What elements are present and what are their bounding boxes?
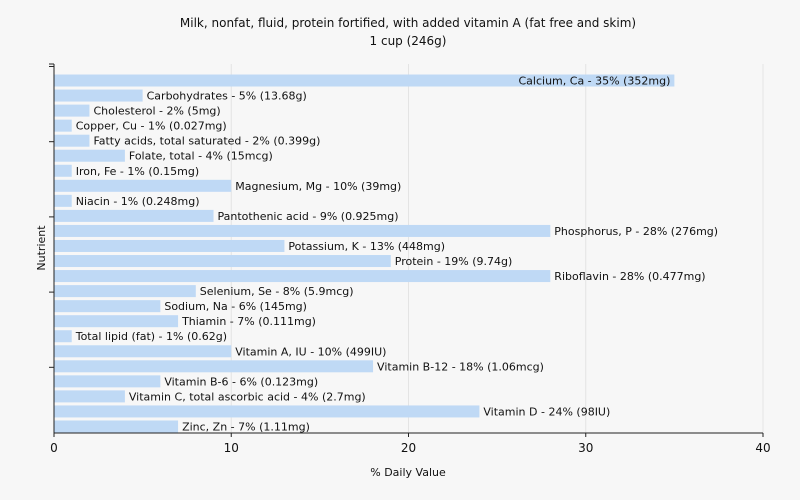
bar bbox=[54, 330, 72, 343]
bars: Calcium, Ca - 35% (352mg) Carbohydrates -… bbox=[54, 74, 718, 433]
bar-label: Selenium, Se - 8% (5.9mcg) bbox=[200, 285, 354, 298]
bar-label: Vitamin C, total ascorbic acid - 4% (2.7… bbox=[129, 390, 366, 403]
bar-label: Vitamin B-6 - 6% (0.123mg) bbox=[164, 375, 318, 388]
chart-subtitle: 1 cup (246g) bbox=[370, 34, 447, 48]
bar-label: Copper, Cu - 1% (0.027mg) bbox=[76, 120, 227, 133]
x-tick-label: 0 bbox=[50, 441, 58, 455]
bar-label: Cholesterol - 2% (5mg) bbox=[93, 105, 220, 118]
bar bbox=[54, 119, 72, 132]
bar bbox=[54, 390, 125, 403]
y-axis-title: Nutrient bbox=[35, 225, 48, 271]
bar bbox=[54, 224, 551, 237]
bar-label: Pantothenic acid - 9% (0.925mg) bbox=[218, 210, 399, 223]
bar-label: Vitamin D - 24% (98IU) bbox=[483, 405, 610, 418]
bar-label: Total lipid (fat) - 1% (0.62g) bbox=[75, 330, 227, 343]
x-tick-label: 20 bbox=[401, 441, 416, 455]
bar bbox=[54, 239, 285, 252]
bar-label: Folate, total - 4% (15mcg) bbox=[129, 150, 273, 163]
bar-label: Sodium, Na - 6% (145mg) bbox=[164, 300, 307, 313]
bar bbox=[54, 104, 90, 117]
x-tick-label: 10 bbox=[224, 441, 239, 455]
chart-title: Milk, nonfat, fluid, protein fortified, … bbox=[180, 16, 636, 30]
bar bbox=[54, 315, 179, 328]
bar-label: Zinc, Zn - 7% (1.11mg) bbox=[182, 420, 310, 433]
bar-label: Vitamin A, IU - 10% (499IU) bbox=[235, 345, 386, 358]
bar bbox=[54, 74, 675, 87]
bar bbox=[54, 149, 125, 162]
bar bbox=[54, 164, 72, 177]
bar bbox=[54, 300, 161, 313]
bar-label: Potassium, K - 13% (448mg) bbox=[288, 240, 445, 253]
bar-label: Calcium, Ca - 35% (352mg) bbox=[519, 75, 671, 88]
bar bbox=[54, 194, 72, 207]
bar bbox=[54, 179, 232, 192]
bar-label: Iron, Fe - 1% (0.15mg) bbox=[76, 165, 199, 178]
bar-label: Riboflavin - 28% (0.477mg) bbox=[554, 270, 705, 283]
axes: 0 10 20 30 40 bbox=[49, 63, 771, 455]
bar-label: Vitamin B-12 - 18% (1.06mcg) bbox=[377, 360, 544, 373]
bar bbox=[54, 270, 551, 283]
bar bbox=[54, 285, 196, 298]
bar bbox=[54, 255, 391, 268]
bar bbox=[54, 420, 179, 433]
bar-label: Magnesium, Mg - 10% (39mg) bbox=[235, 180, 401, 193]
bar bbox=[54, 89, 143, 102]
bar bbox=[54, 134, 90, 147]
x-tick-label: 30 bbox=[578, 441, 593, 455]
bar bbox=[54, 345, 232, 358]
bar-label: Niacin - 1% (0.248mg) bbox=[76, 195, 200, 208]
bar bbox=[54, 375, 161, 388]
x-axis-title: % Daily Value bbox=[370, 466, 446, 479]
bar-label: Fatty acids, total saturated - 2% (0.399… bbox=[93, 135, 320, 148]
bar-label: Carbohydrates - 5% (13.68g) bbox=[147, 90, 307, 103]
bar-label: Phosphorus, P - 28% (276mg) bbox=[554, 225, 718, 238]
bar bbox=[54, 405, 480, 418]
bar bbox=[54, 209, 214, 222]
bar-label: Thiamin - 7% (0.111mg) bbox=[181, 315, 316, 328]
bar-label: Protein - 19% (9.74g) bbox=[395, 255, 513, 268]
bar bbox=[54, 360, 374, 373]
x-tick-label: 40 bbox=[755, 441, 770, 455]
